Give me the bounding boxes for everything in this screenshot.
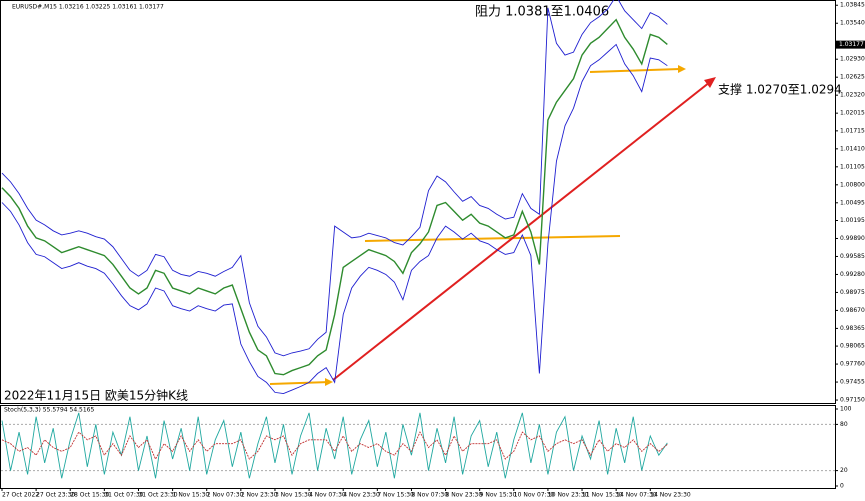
y-tick-label: 0.99890 bbox=[840, 235, 865, 242]
stoch-panel bbox=[0, 405, 836, 489]
y-tick-label: 1.00195 bbox=[840, 217, 865, 224]
y-tick-label: 0.97455 bbox=[840, 379, 865, 386]
y-tick-label: 0.98065 bbox=[840, 343, 865, 350]
y-tick-label: 1.00800 bbox=[840, 181, 865, 188]
x-tick-label: 11 Nov 15:30 bbox=[582, 492, 623, 499]
arrow-head bbox=[704, 77, 716, 88]
y-tick-label: 1.03845 bbox=[840, 2, 865, 9]
x-tick-label: 8 Nov 07:30 bbox=[411, 492, 448, 499]
support-line bbox=[364, 235, 621, 242]
series-line bbox=[1, 431, 668, 461]
x-tick-label: 7 Nov 15:30 bbox=[377, 492, 414, 499]
y-tick-label: 0.99585 bbox=[840, 253, 865, 260]
y-tick-label: 0.97150 bbox=[840, 397, 865, 404]
arrow-head bbox=[678, 65, 686, 73]
y-tick-label: 1.02320 bbox=[840, 92, 865, 99]
y-tick-label: 100 bbox=[840, 406, 852, 413]
current-price: 1.03177 bbox=[839, 41, 864, 48]
x-tick-label: 31 Oct 07:30 bbox=[104, 492, 143, 499]
x-tick-label: 31 Oct 23:30 bbox=[138, 492, 177, 499]
y-tick-label: 0.98365 bbox=[840, 325, 865, 332]
y-tick-label: 1.00495 bbox=[840, 199, 865, 206]
x-tick-label: 3 Nov 15:30 bbox=[275, 492, 312, 499]
y-tick-label: 0 bbox=[840, 483, 844, 490]
series-line bbox=[1, 43, 668, 395]
x-tick-label: 8 Nov 23:30 bbox=[446, 492, 483, 499]
x-tick-label: 10 Nov 07:30 bbox=[514, 492, 555, 499]
arrow-head bbox=[325, 378, 333, 386]
y-tick-label: 1.02625 bbox=[840, 74, 865, 81]
y-tick-label: 1.01715 bbox=[840, 127, 865, 134]
main-panel bbox=[0, 0, 836, 404]
support-label: 支撑 1.0270至1.0294 bbox=[718, 82, 842, 97]
x-tick-label: 14 Nov 23:30 bbox=[650, 492, 691, 499]
date-label: 2022年11月15日 欧美15分钟K线 bbox=[4, 388, 188, 403]
y-tick-label: 1.01105 bbox=[840, 163, 865, 170]
x-tick-label: 10 Nov 23:30 bbox=[548, 492, 589, 499]
y-tick-label: 0.98975 bbox=[840, 289, 865, 296]
y-tick-label: 1.02015 bbox=[840, 110, 865, 117]
support-line bbox=[269, 381, 331, 385]
x-tick-label: 1 Nov 15:30 bbox=[173, 492, 210, 499]
series-line bbox=[1, 0, 668, 357]
x-tick-label: 2 Nov 23:30 bbox=[241, 492, 278, 499]
x-tick-label: 14 Nov 07:30 bbox=[616, 492, 657, 499]
price-box bbox=[836, 40, 865, 49]
x-tick-label: 27 Oct 23:30 bbox=[36, 492, 75, 499]
stoch-header: Stoch(5,3,3) 55.5794 54.5165 bbox=[4, 407, 95, 414]
x-tick-label: 4 Nov 23:30 bbox=[343, 492, 380, 499]
x-tick-label: 27 Oct 2022 bbox=[2, 492, 39, 499]
y-tick-label: 0.98670 bbox=[840, 307, 865, 314]
y-tick-label: 0.97760 bbox=[840, 361, 865, 368]
y-tick-label: 80 bbox=[840, 421, 848, 428]
x-tick-label: 4 Nov 07:30 bbox=[309, 492, 346, 499]
resistance-label: 阻力 1.0381至1.0406 bbox=[475, 5, 609, 20]
y-tick-label: 20 bbox=[840, 467, 848, 474]
series-line bbox=[1, 412, 668, 479]
x-tick-label: 28 Oct 15:30 bbox=[70, 492, 109, 499]
trend-line bbox=[332, 81, 711, 381]
y-tick-label: 1.02930 bbox=[840, 56, 865, 63]
support-line bbox=[589, 68, 681, 73]
x-tick-label: 2 Nov 07:30 bbox=[207, 492, 244, 499]
x-tick-label: 9 Nov 15:30 bbox=[480, 492, 517, 499]
y-tick-label: 1.03540 bbox=[840, 20, 865, 27]
series-line bbox=[1, 18, 668, 376]
y-tick-label: 0.99280 bbox=[840, 271, 865, 278]
symbol-header: EURUSD#,M15 1.03216 1.03225 1.03161 1.03… bbox=[12, 4, 164, 11]
y-tick-label: 1.01410 bbox=[840, 145, 865, 152]
